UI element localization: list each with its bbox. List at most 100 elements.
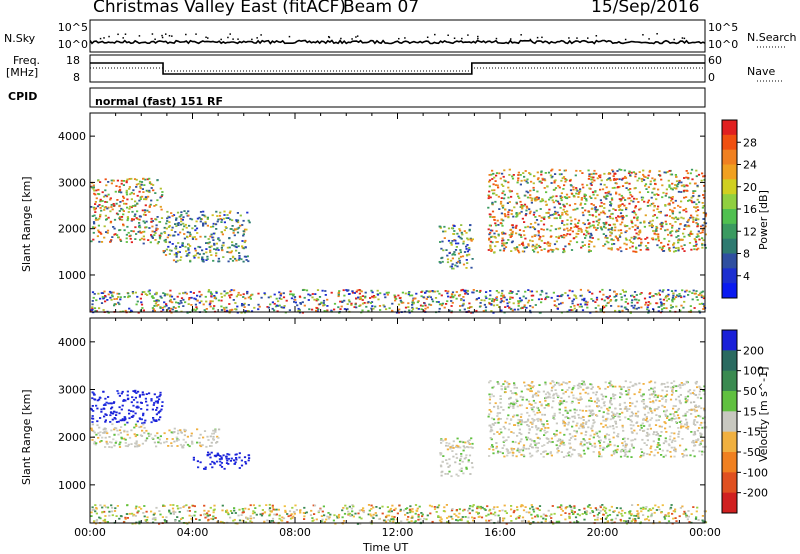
power-cell <box>442 249 445 252</box>
velocity-cell <box>606 426 609 429</box>
power-cell <box>524 290 527 293</box>
power-cell <box>571 302 574 305</box>
power-cell <box>540 173 543 176</box>
power-cell <box>348 300 351 303</box>
power-cell <box>114 303 117 306</box>
velocity-cell <box>121 418 124 420</box>
power-cell <box>222 306 226 309</box>
velocity-cell <box>543 407 546 409</box>
power-cell <box>590 203 593 205</box>
velocity-cell <box>629 419 632 421</box>
power-cell <box>501 289 504 292</box>
power-cell <box>294 301 297 304</box>
power-cell <box>564 292 567 294</box>
power-cell <box>315 309 318 312</box>
power-cell <box>504 208 507 211</box>
velocity-cell <box>608 514 612 516</box>
power-cell <box>633 237 636 240</box>
power-cell <box>580 294 583 297</box>
nsearch-point <box>595 35 598 37</box>
power-cell <box>640 292 643 294</box>
power-cell <box>472 289 475 291</box>
power-cell <box>529 309 532 312</box>
power-cell <box>422 296 425 299</box>
power-cell <box>668 240 671 243</box>
power-cell <box>558 227 562 230</box>
power-cell <box>698 310 701 313</box>
power-cell <box>303 304 306 307</box>
velocity-cell <box>491 444 494 446</box>
power-cell <box>165 222 168 225</box>
power-cell <box>606 179 609 181</box>
velocity-cell <box>500 388 503 390</box>
velocity-cell <box>569 409 572 412</box>
velocity-cell <box>111 423 114 426</box>
power-cell <box>91 226 95 229</box>
velocity-cell <box>643 452 646 455</box>
velocity-cell <box>686 395 690 398</box>
velocity-cell <box>642 393 645 396</box>
power-cell <box>241 224 244 226</box>
power-cell <box>508 168 511 171</box>
power-cell <box>640 242 643 245</box>
velocity-cell <box>692 441 695 444</box>
power-cell <box>632 200 635 203</box>
power-cell <box>289 293 292 296</box>
power-cell <box>209 251 212 253</box>
power-cell <box>202 252 205 255</box>
power-cell <box>204 215 207 218</box>
power-cell <box>677 246 680 249</box>
power-colorbar-swatch <box>722 134 737 151</box>
power-cell <box>555 195 558 198</box>
power-cell <box>358 292 361 295</box>
velocity-cell <box>520 448 523 451</box>
power-cell <box>411 294 414 297</box>
velocity-cell <box>547 427 550 429</box>
power-cell <box>572 237 575 240</box>
velocity-cell <box>606 417 609 420</box>
power-cell <box>647 199 650 202</box>
velocity-cell <box>512 432 515 434</box>
velocity-cell <box>458 440 462 443</box>
velocity-cell <box>548 392 551 395</box>
power-cell <box>634 206 637 209</box>
power-cell <box>668 184 671 187</box>
velocity-cell <box>312 504 315 507</box>
velocity-cell <box>512 401 515 404</box>
power-cell <box>239 224 242 227</box>
power-cell <box>629 188 632 190</box>
power-cell <box>451 263 454 266</box>
power-cell <box>624 182 627 184</box>
power-cell <box>616 220 619 222</box>
power-cell <box>136 194 139 197</box>
power-cell <box>638 177 641 180</box>
velocity-cell <box>639 388 642 391</box>
power-cell <box>590 184 593 186</box>
velocity-cell <box>648 453 651 456</box>
power-cell <box>115 202 118 205</box>
power-cell <box>549 229 552 232</box>
velocity-cell <box>591 424 594 427</box>
power-cell <box>610 248 613 251</box>
power-cell <box>696 184 699 187</box>
power-cell <box>188 297 191 299</box>
velocity-cell <box>671 439 674 442</box>
power-cell <box>537 244 541 247</box>
power-cell <box>669 230 672 233</box>
power-cell <box>579 288 582 291</box>
power-cell <box>367 301 370 303</box>
velocity-cell <box>612 393 615 396</box>
power-cell <box>467 238 470 241</box>
power-cell <box>637 306 640 309</box>
velocity-cell <box>462 441 465 444</box>
velocity-cell <box>520 404 523 407</box>
power-cell <box>588 214 591 216</box>
power-cell <box>672 294 675 297</box>
power-cell <box>583 223 586 226</box>
power-cell <box>521 241 524 244</box>
velocity-cell <box>209 445 212 447</box>
power-cell <box>527 191 530 194</box>
power-cell <box>185 292 188 295</box>
power-cell <box>532 186 535 189</box>
power-cell <box>583 297 586 300</box>
